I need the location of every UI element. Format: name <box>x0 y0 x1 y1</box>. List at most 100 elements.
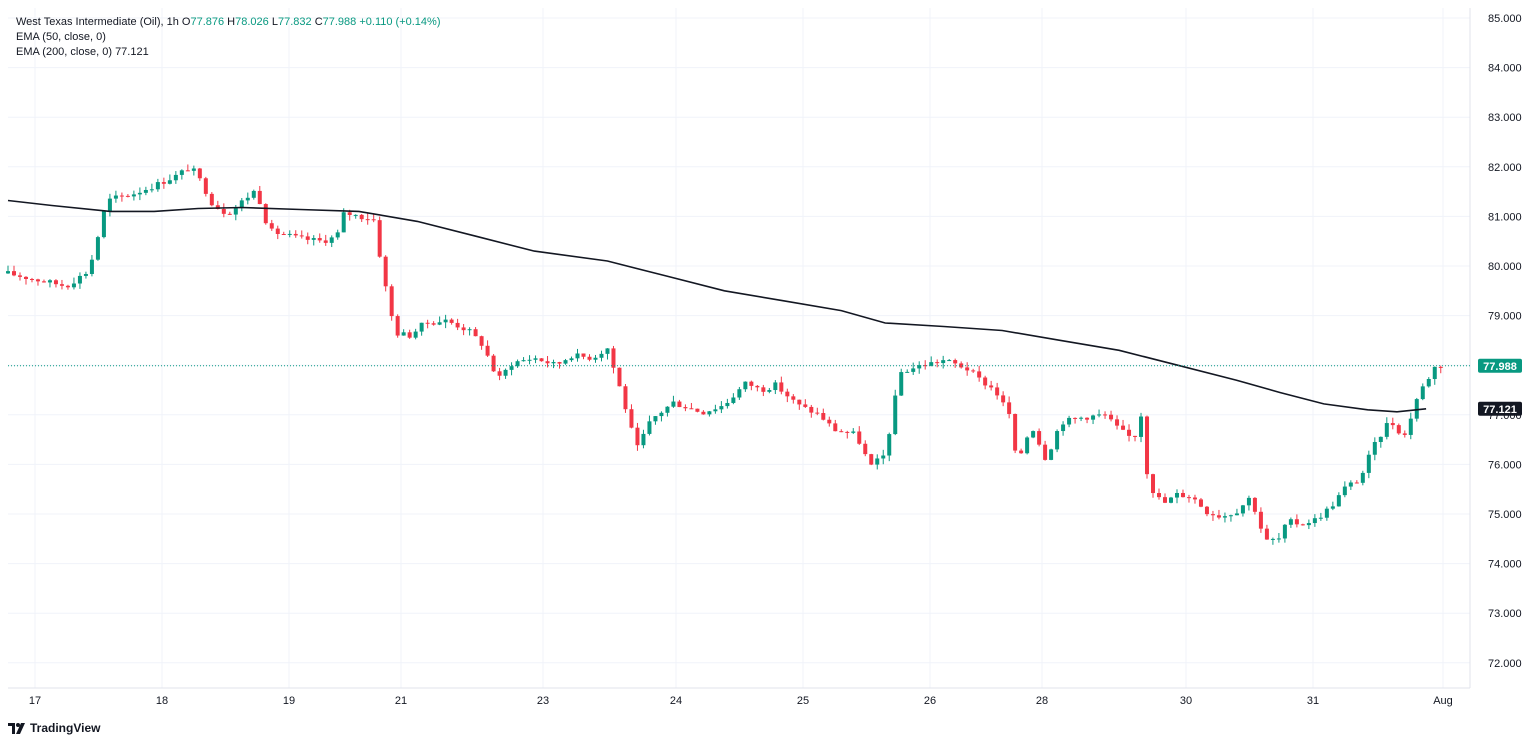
legend-symbol-row: West Texas Intermediate (Oil), 1h O77.87… <box>16 15 441 30</box>
candle-body <box>1354 482 1359 484</box>
candle-body <box>1097 414 1102 416</box>
candle <box>1264 524 1269 540</box>
candle-body <box>677 401 682 408</box>
candle <box>41 279 46 283</box>
candle-body <box>1288 519 1293 525</box>
candle-body <box>1372 441 1377 455</box>
ema-200-price-tag: 77.121 <box>1478 401 1522 416</box>
candle-body <box>413 331 418 338</box>
legend-low-label: L <box>271 16 278 28</box>
candle-body <box>53 280 58 285</box>
candle-body <box>485 345 490 356</box>
candle <box>941 355 946 369</box>
candle-body <box>1324 508 1329 518</box>
candle <box>599 350 604 362</box>
candle <box>569 356 574 362</box>
candle <box>125 194 130 198</box>
candlestick-series <box>6 164 1443 545</box>
candle <box>1438 365 1443 374</box>
candle <box>875 454 880 470</box>
candle-body <box>377 220 382 257</box>
candle-body <box>59 284 64 286</box>
x-tick-label: 21 <box>395 695 407 707</box>
candle-body <box>695 408 700 412</box>
tradingview-brand[interactable]: TradingView <box>8 720 100 736</box>
candle <box>6 265 10 274</box>
x-tick-label: 28 <box>1036 695 1048 707</box>
candle <box>1258 507 1263 533</box>
candle <box>203 176 208 197</box>
candle <box>329 235 334 248</box>
y-tick-label: 83.000 <box>1488 112 1522 124</box>
candle-body <box>707 411 712 415</box>
candle-body <box>41 281 46 283</box>
candle-body <box>605 348 610 354</box>
candle-body <box>1001 395 1006 403</box>
candle-body <box>263 204 268 224</box>
candle <box>29 277 34 283</box>
candle-body <box>419 322 424 332</box>
candle <box>1049 448 1054 461</box>
candle <box>833 419 838 432</box>
candle-body <box>1228 515 1233 517</box>
candle <box>1276 532 1281 543</box>
candle <box>857 426 862 445</box>
candle <box>113 190 118 203</box>
candle-body <box>527 359 532 361</box>
candle-body <box>329 237 334 243</box>
legend-close-label: C <box>314 16 323 28</box>
legend-ema200-row[interactable]: EMA (200, close, 0) 77.121 <box>16 45 441 60</box>
candle-body <box>317 238 322 241</box>
legend-close-value: 77.988 <box>322 16 357 28</box>
candle <box>791 394 796 404</box>
ema-200-line <box>7 199 1427 413</box>
candle <box>929 356 934 367</box>
candle <box>23 276 28 285</box>
candle-body <box>629 409 634 428</box>
candle-body <box>929 362 934 366</box>
candle <box>1001 391 1006 407</box>
candle <box>1300 523 1305 526</box>
candle <box>191 165 196 176</box>
candle-body <box>311 238 316 240</box>
candle-body <box>1402 433 1407 435</box>
candle <box>1432 366 1437 385</box>
candle <box>503 368 508 379</box>
candle-body <box>1198 499 1203 507</box>
candle <box>1055 429 1060 453</box>
candle-body <box>1414 399 1419 419</box>
candle <box>311 235 316 246</box>
candle <box>305 232 310 245</box>
candle <box>1360 470 1365 486</box>
candle-body <box>149 189 154 191</box>
candle <box>509 362 514 376</box>
candle <box>983 375 988 390</box>
candle <box>65 284 70 290</box>
candle-body <box>773 382 778 391</box>
candle-body <box>407 332 412 338</box>
candle <box>323 234 328 246</box>
candle <box>185 164 190 172</box>
candle-body <box>1186 497 1191 499</box>
candle <box>425 319 430 329</box>
candle <box>1420 383 1425 401</box>
candle-body <box>77 275 82 284</box>
candle-body <box>167 180 172 184</box>
candle-body <box>803 404 808 407</box>
legend-ema50-row[interactable]: EMA (50, close, 0) <box>16 30 441 45</box>
candle-body <box>1348 482 1353 487</box>
tradingview-logo-icon <box>8 722 26 734</box>
candle-body <box>983 377 988 386</box>
chart-legend: West Texas Intermediate (Oil), 1h O77.87… <box>16 15 441 60</box>
candle <box>665 406 670 417</box>
candle-body <box>1145 416 1150 475</box>
candle-body <box>1192 497 1197 500</box>
candle <box>653 416 658 425</box>
candle-body <box>1318 517 1323 519</box>
candle-body <box>479 336 484 346</box>
candle-body <box>1013 413 1018 451</box>
candle-body <box>293 233 298 236</box>
candle <box>1294 514 1299 528</box>
candle <box>1324 506 1329 521</box>
